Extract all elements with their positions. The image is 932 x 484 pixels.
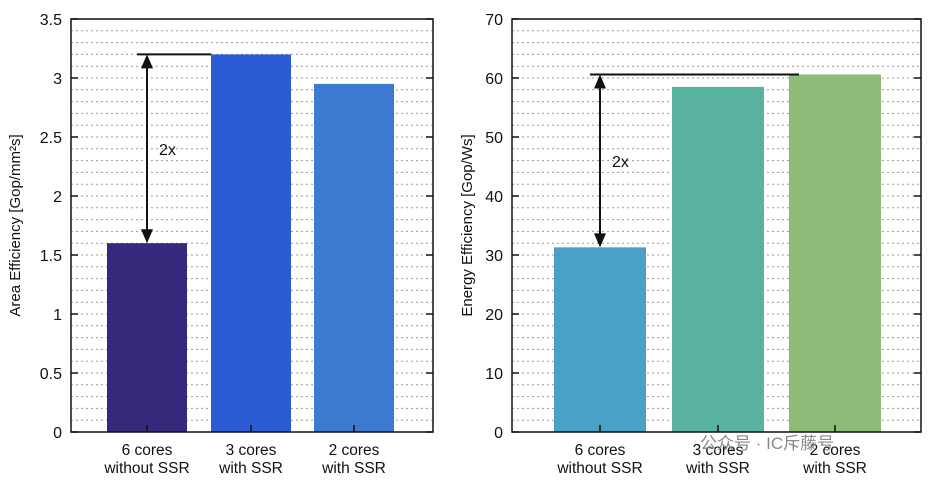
x-tick-label-line: 3 cores: [226, 442, 277, 459]
y-tick-label: 3.5: [40, 12, 62, 29]
y-tick-label: 3: [53, 71, 62, 88]
x-tick-label: 2 cores with SSR: [802, 442, 867, 477]
x-tick-label: 6 cores without SSR: [103, 442, 189, 477]
y-tick-label: 50: [485, 130, 503, 147]
x-tick-label-line: without SSR: [556, 460, 642, 477]
area-efficiency-chart: 0 0.5 1 1.5 2 2.5 3 3.5 6 cores without SSR 3 core…: [7, 12, 434, 477]
x-tick-label-line: 2 cores: [329, 442, 380, 459]
annotation-arrowhead-up: [141, 54, 153, 69]
bar: [672, 86, 764, 432]
bar: [211, 54, 291, 433]
annotation-arrowhead-up: [594, 74, 606, 89]
annotation-label: 2x: [159, 142, 176, 159]
x-tick-label-line: with SSR: [218, 460, 283, 477]
plot-frame: [511, 18, 922, 433]
annotation-arrowhead-down: [594, 233, 606, 248]
x-tick-label: 3 cores with SSR: [218, 442, 283, 477]
bar: [554, 247, 646, 432]
x-tick-label-line: without SSR: [103, 460, 189, 477]
x-tick-label-line: 6 cores: [122, 442, 173, 459]
y-axis-label: Area Efficiency [Gop/mm²s]: [7, 134, 24, 316]
y-tick-label: 20: [485, 307, 503, 324]
watermark-text: 公众号 · IC斥藤号: [700, 434, 834, 453]
y-tick-label: 1: [53, 307, 62, 324]
y-tick-label: 10: [485, 366, 503, 383]
annotation-label: 2x: [612, 154, 629, 171]
plot-frame: [70, 18, 434, 433]
annotation-arrowhead-down: [141, 229, 153, 244]
y-tick-label: 2: [53, 189, 62, 206]
bar: [314, 83, 394, 433]
y-tick-label: 0: [494, 425, 503, 442]
y-axis-label: Energy Efficiency [Gop/Ws]: [459, 134, 476, 316]
bar: [789, 74, 881, 433]
x-tick-label: 2 cores with SSR: [321, 442, 386, 477]
y-tick-label: 70: [485, 12, 503, 29]
x-tick-label: 3 cores with SSR: [685, 442, 750, 477]
x-tick-label-line: with SSR: [802, 460, 867, 477]
y-tick-label: 1.5: [40, 248, 62, 265]
watermark: 公众号 · IC斥藤号: [700, 434, 834, 453]
x-tick-label-line: 3 cores: [693, 442, 744, 459]
y-tick-label: 0: [53, 425, 62, 442]
y-tick-label: 2.5: [40, 130, 62, 147]
bar: [107, 243, 187, 432]
y-tick-label: 0.5: [40, 366, 62, 383]
energy-efficiency-chart: 0 10 20 30 40 50 60 70 6 cores without SSR 3 cores…: [459, 12, 922, 477]
x-tick-label-line: with SSR: [685, 460, 750, 477]
y-tick-label: 60: [485, 71, 503, 88]
x-tick-label: 6 cores without SSR: [556, 442, 642, 477]
x-tick-label-line: 6 cores: [575, 442, 626, 459]
x-tick-label-line: 2 cores: [810, 442, 861, 459]
x-tick-label-line: with SSR: [321, 460, 386, 477]
y-tick-label: 40: [485, 189, 503, 206]
y-tick-label: 30: [485, 248, 503, 265]
